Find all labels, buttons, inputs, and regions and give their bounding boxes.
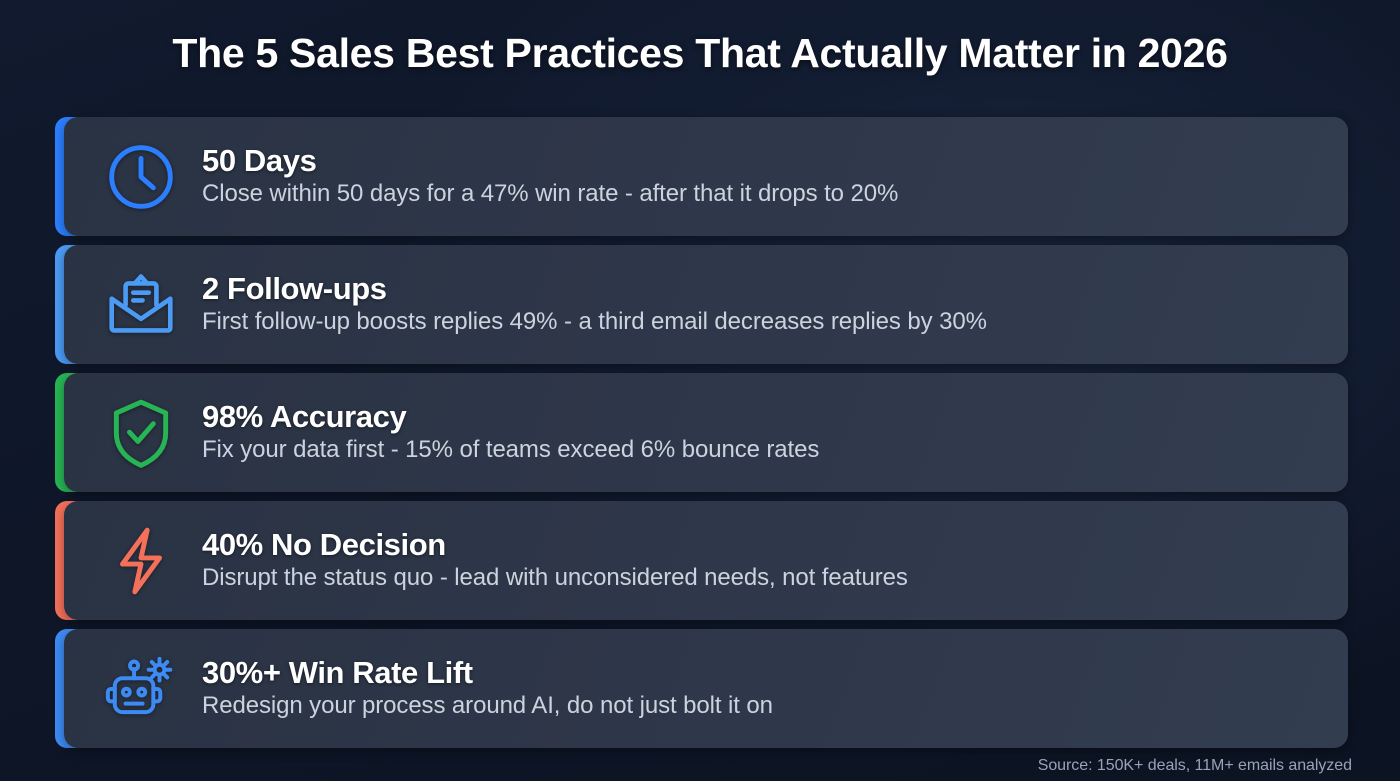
card-stat-2: 2 Follow-ups xyxy=(202,270,387,306)
practice-card-4: 40% No Decision Disrupt the status quo -… xyxy=(55,501,1348,620)
clock-icon xyxy=(98,134,184,220)
practice-card-list: 50 Days Close within 50 days for a 47% w… xyxy=(55,117,1348,748)
card-body-4: 40% No Decision Disrupt the status quo -… xyxy=(64,501,1348,620)
card-body-5: 30%+ Win Rate Lift Redesign your process… xyxy=(64,629,1348,748)
card-text-3: 98% Accuracy Fix your data first - 15% o… xyxy=(202,398,820,466)
card-description-3: Fix your data first - 15% of teams excee… xyxy=(202,436,820,464)
card-stat-3: 98% Accuracy xyxy=(202,398,407,434)
card-description-2: First follow-up boosts replies 49% - a t… xyxy=(202,308,987,336)
card-stat-1: 50 Days xyxy=(202,142,317,178)
card-body-1: 50 Days Close within 50 days for a 47% w… xyxy=(64,117,1348,236)
card-text-4: 40% No Decision Disrupt the status quo -… xyxy=(202,526,908,594)
source-footnote: Source: 150K+ deals, 11M+ emails analyze… xyxy=(1037,757,1352,774)
practice-card-2: 2 Follow-ups First follow-up boosts repl… xyxy=(55,245,1348,364)
card-stat-5: 30%+ Win Rate Lift xyxy=(202,654,473,690)
card-body-3: 98% Accuracy Fix your data first - 15% o… xyxy=(64,373,1348,492)
card-text-5: 30%+ Win Rate Lift Redesign your process… xyxy=(202,654,773,722)
card-stat-4: 40% No Decision xyxy=(202,526,446,562)
practice-card-1: 50 Days Close within 50 days for a 47% w… xyxy=(55,117,1348,236)
card-description-5: Redesign your process around AI, do not … xyxy=(202,692,773,720)
card-description-1: Close within 50 days for a 47% win rate … xyxy=(202,180,899,208)
page-title: The 5 Sales Best Practices That Actually… xyxy=(172,30,1228,76)
lightning-bolt-icon xyxy=(98,518,184,604)
card-text-1: 50 Days Close within 50 days for a 47% w… xyxy=(202,142,899,210)
practice-card-5: 30%+ Win Rate Lift Redesign your process… xyxy=(55,629,1348,748)
robot-gear-icon xyxy=(98,646,184,732)
card-text-2: 2 Follow-ups First follow-up boosts repl… xyxy=(202,270,987,338)
practice-card-3: 98% Accuracy Fix your data first - 15% o… xyxy=(55,373,1348,492)
shield-check-icon xyxy=(98,390,184,476)
open-envelope-icon xyxy=(98,262,184,348)
card-description-4: Disrupt the status quo - lead with uncon… xyxy=(202,564,908,592)
card-body-2: 2 Follow-ups First follow-up boosts repl… xyxy=(64,245,1348,364)
